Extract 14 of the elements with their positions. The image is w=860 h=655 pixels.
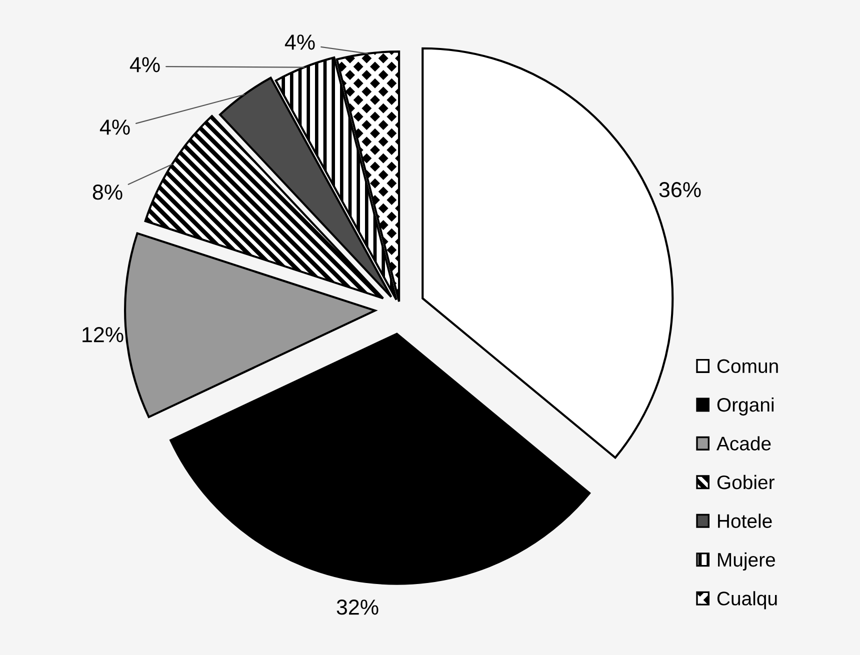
legend-label: Gobier bbox=[717, 474, 774, 490]
legend-label: Organi bbox=[717, 397, 774, 416]
legend-label: Comun bbox=[717, 359, 778, 374]
data-label: 12% bbox=[82, 327, 124, 342]
data-label: 36% bbox=[659, 182, 701, 198]
data-label: 32% bbox=[336, 600, 378, 615]
data-label: 8% bbox=[92, 184, 122, 200]
legend-label: Acade bbox=[716, 436, 771, 450]
legend-label: Cualqu bbox=[717, 591, 777, 610]
legend-label: Mujere bbox=[718, 552, 776, 571]
data-label: 4% bbox=[130, 57, 160, 72]
data-label: 4% bbox=[284, 34, 315, 50]
data-label: 4% bbox=[100, 120, 130, 135]
legend-label: Hotele bbox=[718, 514, 772, 528]
